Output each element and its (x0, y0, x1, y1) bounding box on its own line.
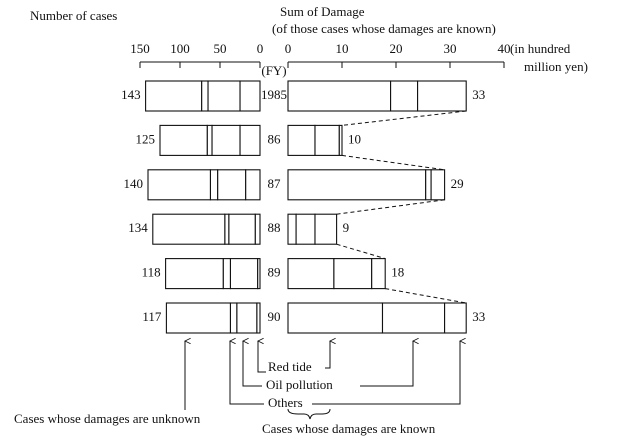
total-label: 33 (472, 309, 485, 324)
legend-connector (242, 337, 262, 387)
total-label: 125 (136, 131, 156, 146)
right-title: Sum of Damage (280, 4, 365, 19)
bar-segment (145, 80, 203, 112)
total-label: 9 (343, 220, 350, 235)
category-label: 1985 (261, 87, 287, 102)
bar-segment (287, 258, 335, 290)
total-label: 29 (451, 176, 464, 191)
bar-segment (239, 124, 261, 156)
right-subtitle: (of those cases whose damages are known) (272, 21, 496, 36)
bar-segment (287, 124, 316, 156)
bar-segment (295, 213, 316, 245)
category-label: 89 (268, 265, 281, 280)
bar-segment (381, 302, 446, 334)
bar-segment (417, 80, 467, 112)
left-title: Number of cases (30, 8, 117, 23)
connector (336, 243, 386, 260)
bar-segment (314, 124, 340, 156)
bar-segment (217, 169, 247, 201)
bar-segment (224, 213, 230, 245)
bar-segment (236, 302, 258, 334)
bar-segment (165, 258, 224, 290)
bar-segment (287, 169, 427, 201)
legend-connector (325, 337, 336, 369)
bar-segment (430, 169, 446, 201)
connector (385, 288, 467, 304)
unit-label: (in hundred (510, 41, 571, 56)
bar-segment (287, 80, 392, 112)
unit-label: million yen) (524, 59, 588, 74)
connector (341, 154, 445, 171)
bar-segment (206, 124, 213, 156)
bar-segment (287, 302, 384, 334)
x-tick-label: 150 (130, 41, 150, 56)
total-label: 140 (124, 176, 144, 191)
legend-label: Others (268, 395, 303, 410)
bar-segment (159, 124, 208, 156)
bar-segment (229, 302, 238, 334)
bar-segment (245, 169, 261, 201)
bar-segment (287, 213, 297, 245)
x-tick-label: 30 (444, 41, 457, 56)
total-label: 134 (128, 220, 148, 235)
x-tick-label: 0 (285, 41, 292, 56)
legend-label: Cases whose damages are unknown (14, 411, 201, 426)
bar-segment (209, 169, 219, 201)
legend-label: Red tide (268, 359, 312, 374)
category-label: 86 (268, 131, 282, 146)
bar-segment (425, 169, 432, 201)
x-tick-label: 0 (257, 41, 264, 56)
legend-connector (229, 337, 264, 405)
legend-connector (360, 337, 419, 387)
bar-segment (222, 258, 231, 290)
bar-segment (333, 258, 373, 290)
bar-segment (229, 258, 259, 290)
bar-segment (371, 258, 386, 290)
brace (287, 408, 331, 420)
connector (336, 199, 445, 215)
total-label: 10 (348, 131, 361, 146)
bar-segment (201, 80, 209, 112)
category-axis-label: (FY) (261, 63, 286, 78)
legend-label: Oil pollution (266, 377, 333, 392)
total-label: 18 (391, 265, 404, 280)
bar-segment (444, 302, 467, 334)
bar-segment (239, 80, 261, 112)
bar-segment (390, 80, 419, 112)
total-label: 143 (121, 87, 141, 102)
connector (341, 110, 467, 126)
x-tick-label: 100 (170, 41, 190, 56)
total-label: 33 (472, 87, 485, 102)
bar-segment (147, 169, 211, 201)
x-tick-label: 50 (214, 41, 227, 56)
bar-segment (152, 213, 226, 245)
bar-segment (254, 213, 261, 245)
bar-segment (228, 213, 256, 245)
total-label: 117 (142, 309, 162, 324)
category-label: 90 (268, 309, 281, 324)
legend: Red tide Oil pollution Others Cases whos… (14, 337, 466, 436)
legend-connector (312, 337, 466, 405)
x-tick-label: 10 (336, 41, 349, 56)
category-label: 87 (268, 176, 282, 191)
total-label: 118 (142, 265, 161, 280)
bar-segment (314, 213, 338, 245)
bar-segment (165, 302, 231, 334)
x-tick-label: 40 (498, 41, 511, 56)
bar-segment (211, 124, 241, 156)
x-tick-label: 20 (390, 41, 403, 56)
category-label: 88 (268, 220, 281, 235)
legend-label: Cases whose damages are known (262, 421, 436, 436)
legend-connector (257, 337, 266, 373)
bar-segment (207, 80, 241, 112)
bar-segment (338, 124, 343, 156)
